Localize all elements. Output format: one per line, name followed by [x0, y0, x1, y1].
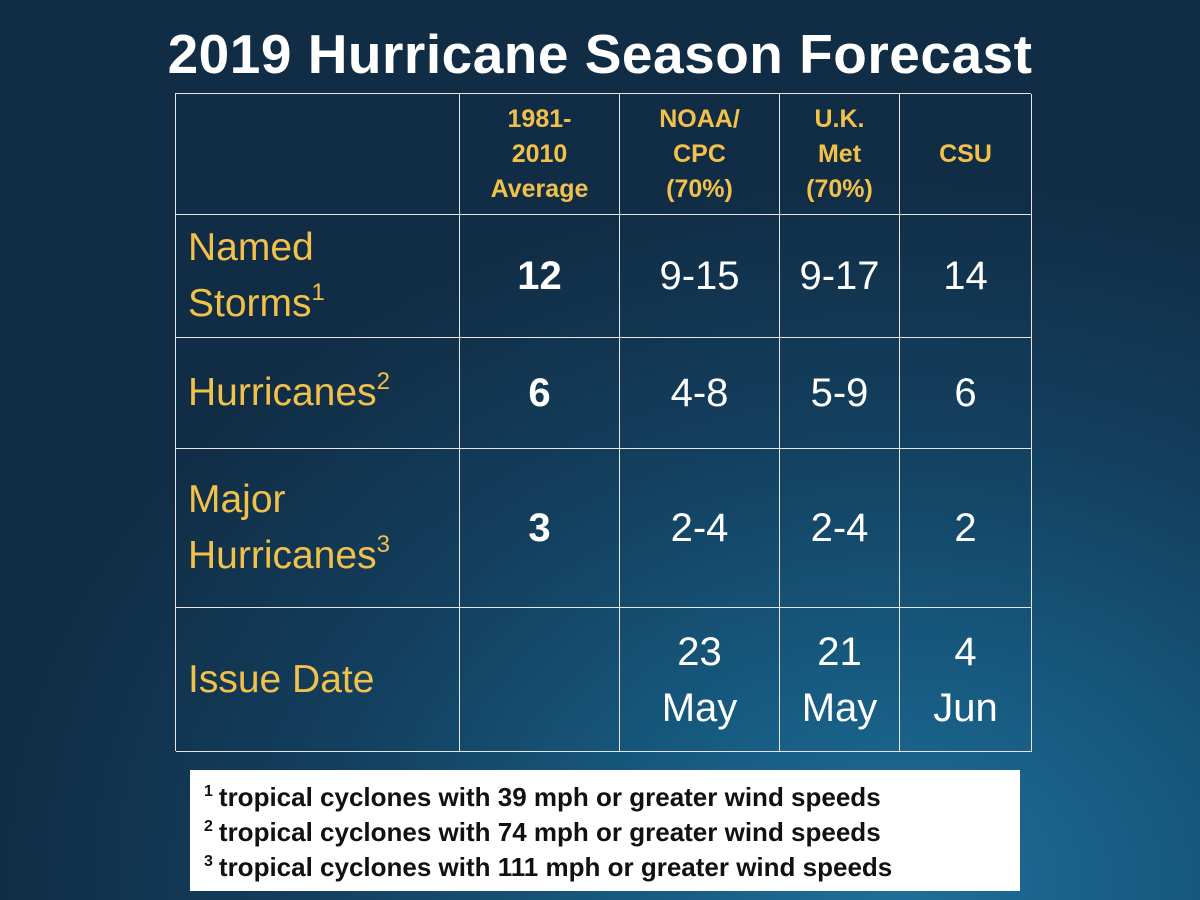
- table-cell: 2-4: [780, 449, 900, 608]
- header-cell-empty: [176, 94, 460, 215]
- table-cell: 2-4: [620, 449, 780, 608]
- table-cell: 14: [900, 215, 1032, 338]
- header-noaa-cpc: NOAA/ CPC (70%): [659, 104, 740, 203]
- row-label-major-hurricanes: Major Hurricanes3: [176, 449, 460, 608]
- table-cell: 3: [460, 449, 620, 608]
- footnote-marker: 2: [376, 368, 390, 395]
- header-uk-met: U.K. Met (70%): [806, 104, 873, 203]
- table-cell: 2: [900, 449, 1032, 608]
- footnote-marker: 1: [311, 279, 325, 306]
- table-cell: 21 May: [780, 608, 900, 752]
- page-title: 2019 Hurricane Season Forecast: [167, 23, 1033, 85]
- table-cell: 6: [900, 338, 1032, 449]
- forecast-table: 1981- 2010 Average NOAA/ CPC (70%) U.K. …: [175, 93, 1032, 752]
- footnotes-box: 1 tropical cyclones with 39 mph or greate…: [190, 770, 1020, 891]
- row-label-named-storms: Named Storms1: [176, 215, 460, 338]
- table-cell: 5-9: [780, 338, 900, 449]
- table-cell: 23 May: [620, 608, 780, 752]
- header-cell-average: 1981- 2010 Average: [460, 94, 620, 215]
- table-cell: 12: [460, 215, 620, 338]
- row-label-hurricanes: Hurricanes2: [176, 338, 460, 449]
- row-label-issue-date: Issue Date: [176, 608, 460, 752]
- footnote-marker: 3: [376, 531, 390, 558]
- table-cell: 4 Jun: [900, 608, 1032, 752]
- table-cell: 6: [460, 338, 620, 449]
- table-cell: 9-17: [780, 215, 900, 338]
- header-cell-csu: CSU: [900, 94, 1032, 215]
- footnote-3: 3 tropical cyclones with 111 mph or great…: [204, 852, 893, 882]
- table-cell: [460, 608, 620, 752]
- footnote-1: 1 tropical cyclones with 39 mph or greate…: [204, 782, 881, 812]
- header-average: 1981- 2010 Average: [490, 104, 589, 203]
- header-cell-ukmet: U.K. Met (70%): [780, 94, 900, 215]
- table-cell: 9-15: [620, 215, 780, 338]
- header-cell-noaa: NOAA/ CPC (70%): [620, 94, 780, 215]
- table-cell: 4-8: [620, 338, 780, 449]
- footnote-2: 2 tropical cyclones with 74 mph or greate…: [204, 817, 881, 847]
- header-csu: CSU: [939, 139, 992, 168]
